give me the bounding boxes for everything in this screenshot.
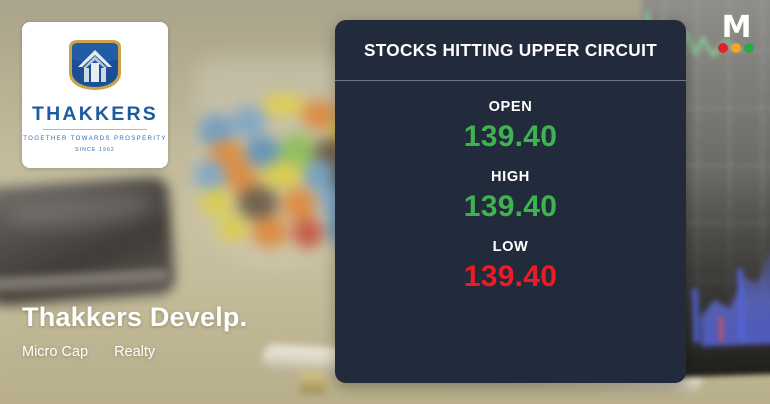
brand-name: THAKKERS bbox=[32, 103, 158, 126]
market-cap-tag: Micro Cap bbox=[22, 343, 89, 360]
stat-label: HIGH bbox=[491, 169, 530, 185]
brand-since: SINCE 1962 bbox=[75, 146, 115, 153]
company-logo-panel: THAKKERS TOGETHER TOWARDS PROSPERITY SIN… bbox=[22, 22, 168, 168]
thakkers-shield-icon bbox=[64, 37, 126, 98]
stat-low: LOW 139.40 bbox=[335, 239, 686, 292]
dot-red-icon bbox=[718, 42, 728, 53]
dot-orange-icon bbox=[731, 42, 741, 53]
dot-green-icon bbox=[744, 42, 754, 53]
stat-value: 139.40 bbox=[463, 190, 558, 223]
stat-high: HIGH 139.40 bbox=[335, 169, 686, 222]
moneycontrol-logo: M bbox=[714, 10, 758, 58]
moneycontrol-letter: M bbox=[721, 10, 752, 45]
card-title: STOCKS HITTING UPPER CIRCUIT bbox=[363, 39, 658, 60]
stat-value: 139.40 bbox=[463, 120, 558, 153]
stat-label: LOW bbox=[492, 239, 529, 255]
stat-value: 139.40 bbox=[463, 260, 558, 293]
moneycontrol-dots bbox=[714, 42, 758, 53]
stats-list: OPEN 139.40 HIGH 139.40 LOW 139.40 bbox=[335, 81, 686, 292]
company-info: Thakkers Develp. Micro Cap Realty bbox=[22, 302, 248, 360]
stat-label: OPEN bbox=[488, 99, 533, 115]
company-tags: Micro Cap Realty bbox=[22, 344, 247, 360]
stat-open: OPEN 139.40 bbox=[335, 99, 686, 152]
brand-tagline: TOGETHER TOWARDS PROSPERITY bbox=[23, 134, 167, 142]
card-title-divider bbox=[335, 80, 686, 81]
brand-divider bbox=[43, 128, 147, 130]
stats-card: STOCKS HITTING UPPER CIRCUIT OPEN 139.40… bbox=[335, 20, 686, 383]
company-name: Thakkers Develp. bbox=[22, 302, 248, 332]
sector-tag: Realty bbox=[114, 343, 156, 360]
